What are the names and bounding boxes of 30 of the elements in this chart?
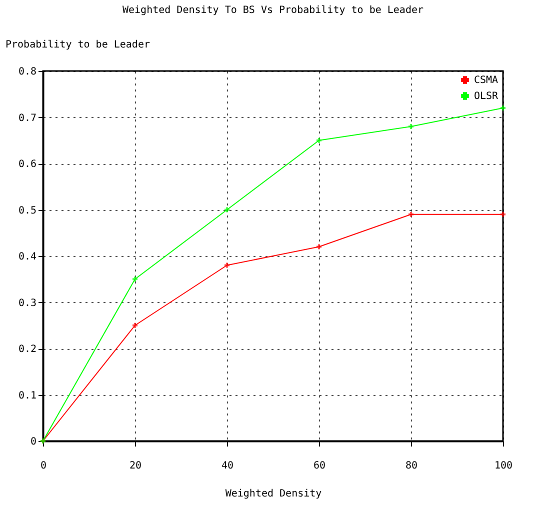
x-tick-label: 0: [40, 460, 47, 472]
point: [224, 262, 230, 268]
x-tick-label: 100: [494, 460, 513, 472]
x-tick-label: 20: [129, 460, 142, 472]
y-tick-label: 0.7: [18, 112, 36, 124]
y-axis-title: Probability to be Leader: [6, 40, 150, 50]
y-tick-label: 0.8: [18, 66, 36, 78]
legend-label: OLSR: [474, 91, 500, 102]
y-tick-label: 0.5: [18, 205, 36, 216]
x-tick-label: 60: [313, 460, 326, 472]
point: [132, 322, 138, 328]
y-tick-label: 0.1: [18, 390, 36, 402]
x-tick-label: 40: [221, 460, 234, 472]
y-tick-label: 0.2: [18, 344, 36, 355]
point: [132, 276, 138, 282]
y-tick-label: 0.3: [18, 298, 36, 309]
point: [408, 212, 414, 217]
y-tick-label: 0.6: [18, 159, 36, 170]
chart-title: Weighted Density To BS Vs Probability to be Leader: [122, 5, 424, 16]
point: [500, 212, 506, 217]
point: [316, 138, 322, 143]
x-tick-label: 80: [405, 460, 418, 472]
x-axis-title: Weighted Density: [225, 488, 322, 500]
y-tick-label: 0.4: [18, 252, 36, 262]
y-tick-label: 0: [30, 436, 36, 448]
point: [224, 207, 230, 212]
point: [500, 106, 506, 110]
legend-label: CSMA: [474, 75, 498, 86]
point: [316, 244, 322, 250]
point: [408, 124, 414, 129]
